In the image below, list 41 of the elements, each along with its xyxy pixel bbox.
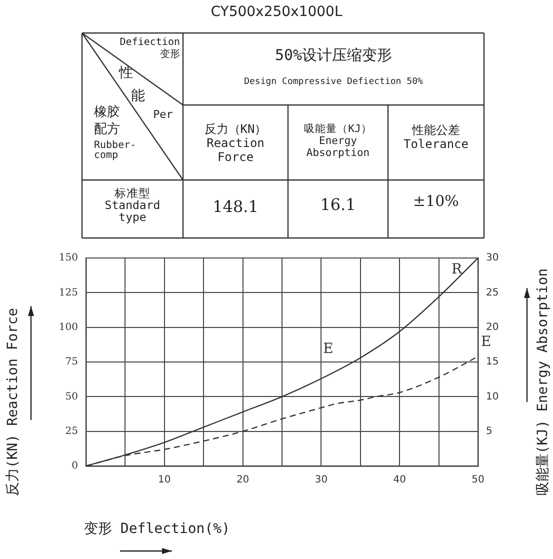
y2-tick-label: 20 — [486, 322, 499, 333]
text: 148.1 — [212, 197, 260, 216]
y2-tick-label: 15 — [486, 356, 499, 368]
x-axis-title: 变形 Deflection(%) — [84, 520, 230, 538]
text: 反力（KN） Reaction Force — [203, 122, 268, 164]
y-tick-label: 100 — [58, 322, 78, 333]
annotation: E — [323, 341, 334, 358]
text: CY500x250x1000L — [210, 4, 344, 20]
text: 橡胶 — [94, 105, 121, 121]
y2-axis-title: 吸能量(KJ) Energy Absorption — [534, 268, 552, 496]
text: 配方 — [94, 122, 121, 138]
y-tick-label: 125 — [58, 287, 78, 298]
x-tick-label: 30 — [314, 474, 328, 486]
text: Defiection 变形 — [118, 37, 180, 60]
x-tick-label: 10 — [158, 474, 171, 486]
text: Rubber- comp — [94, 140, 138, 161]
y-tick-label: 150 — [58, 252, 78, 264]
text: ±10% — [412, 192, 460, 210]
y-tick-label: 0 — [72, 460, 78, 472]
text: 能 — [130, 88, 146, 104]
y2-tick-label: 5 — [486, 426, 492, 437]
text: 性能公差 Tolerance — [402, 123, 470, 152]
series-label: E — [481, 334, 492, 350]
y-tick-label: 75 — [65, 356, 78, 368]
text: 性 — [118, 65, 134, 82]
y2-tick-label: 30 — [486, 252, 499, 264]
y-tick-label: 25 — [65, 426, 78, 437]
y-tick-label: 50 — [65, 391, 78, 402]
text: 50%设计压缩变形 — [274, 46, 394, 64]
y2-tick-label: 25 — [486, 287, 499, 298]
text: 吸能量（KJ） Energy Absorption — [303, 123, 373, 160]
series-label: R — [451, 262, 462, 278]
text: 16.1 — [319, 195, 357, 214]
text: 标准型 Standard type — [104, 186, 162, 224]
x-tick-label: 20 — [236, 474, 250, 486]
y2-tick-label: 10 — [486, 391, 499, 402]
text: Design Compressive Defiection 50% — [243, 77, 424, 88]
y-axis-title: 反力(KN) Reaction Force — [4, 308, 22, 496]
x-tick-label: 50 — [472, 474, 484, 486]
text: Per — [152, 108, 174, 122]
x-tick-label: 40 — [393, 474, 406, 486]
